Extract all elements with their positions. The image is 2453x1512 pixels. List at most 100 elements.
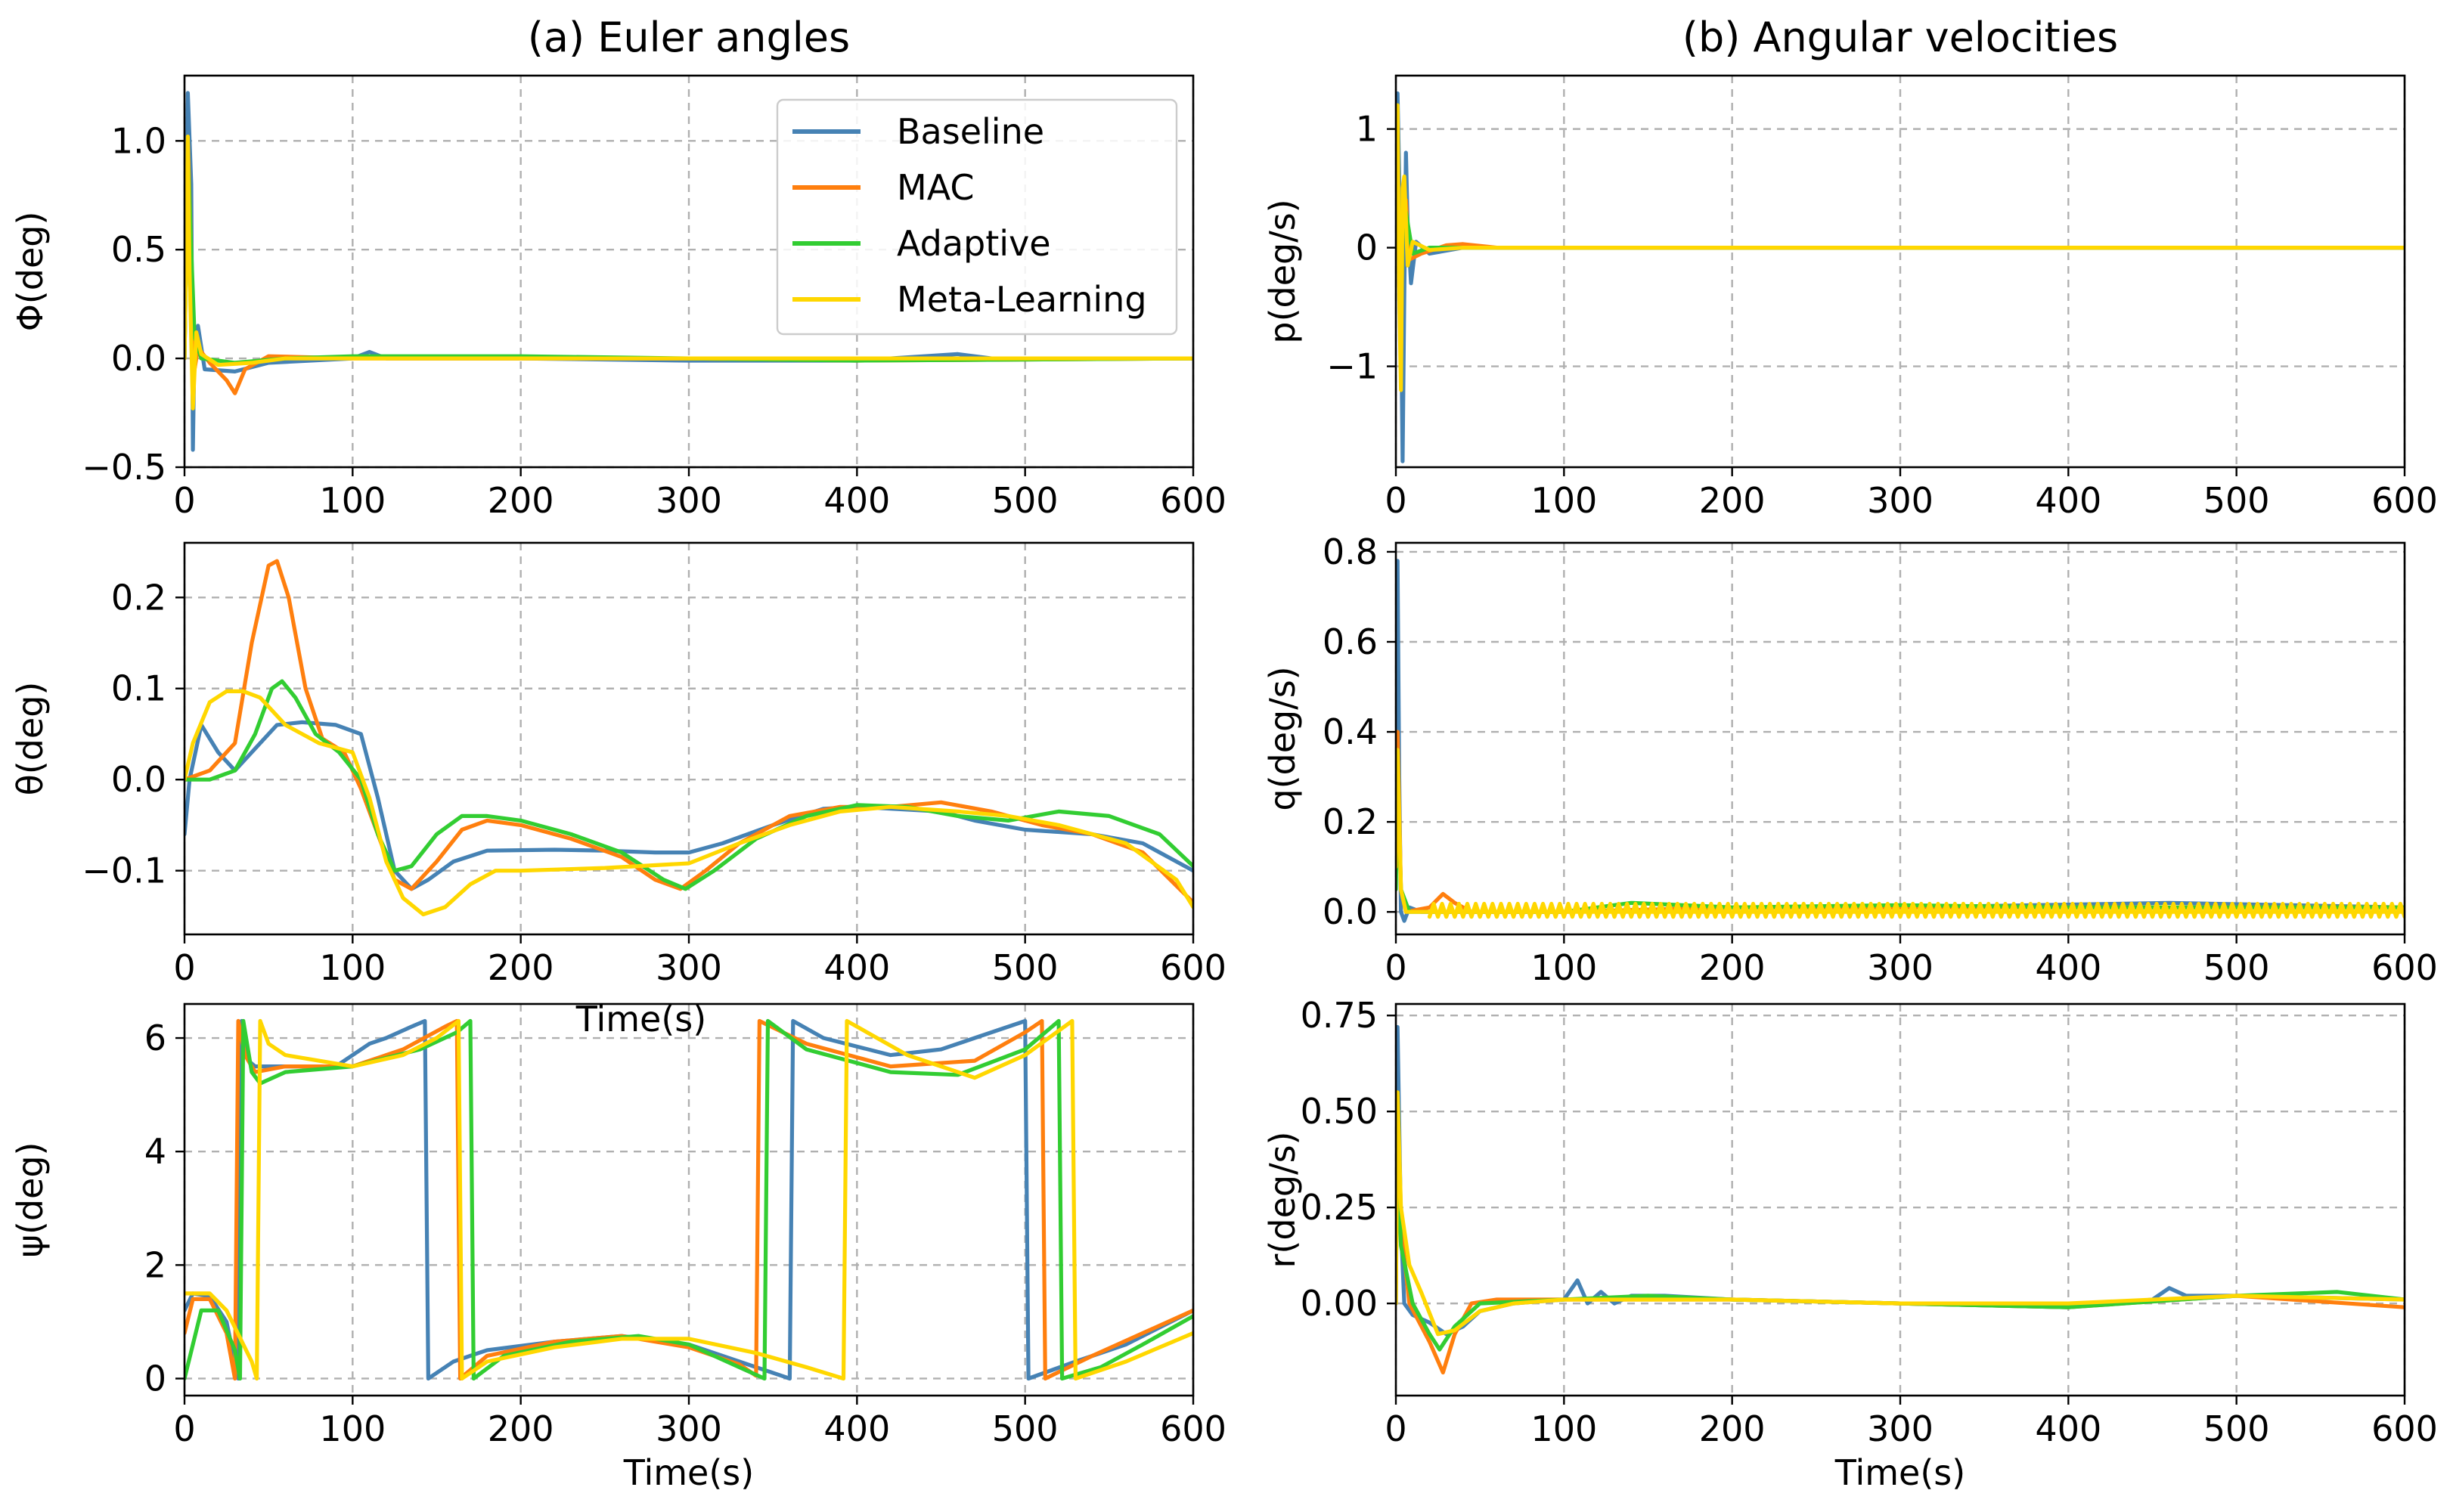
y-tick-label: 6 xyxy=(144,1018,166,1058)
x-tick-label: 400 xyxy=(2035,947,2101,988)
x-tick-label: 400 xyxy=(823,480,890,521)
legend-label-adaptive: Adaptive xyxy=(897,223,1051,264)
x-tick-label: 0 xyxy=(173,1408,195,1449)
y-tick-label: −1 xyxy=(1326,346,1378,387)
y-tick-label: 0.5 xyxy=(111,229,166,270)
x-tick-label: 400 xyxy=(2035,1408,2101,1449)
subplot-theta: 0 100 200 300 400 500 600 −0.1 0.0 0.1 0.2 θ(deg) xyxy=(10,541,1226,988)
x-tick-label: 500 xyxy=(2203,1408,2270,1449)
series-group xyxy=(1396,559,2405,923)
x-tick-label: 100 xyxy=(1530,1408,1597,1449)
x-tick-label: 100 xyxy=(319,1408,386,1449)
x-tick-label: 0 xyxy=(1385,1408,1406,1449)
series-group xyxy=(1396,91,2405,463)
x-tick-label: 300 xyxy=(656,480,722,521)
x-tick-label: 200 xyxy=(488,947,554,988)
x-tick-label: 100 xyxy=(1530,480,1597,521)
y-tick-label: 2 xyxy=(144,1244,166,1285)
x-tick-label: 300 xyxy=(1867,480,1934,521)
x-axis-label: Time(s) xyxy=(623,1452,754,1493)
x-tick-label: 500 xyxy=(992,947,1059,988)
y-axis-label: p(deg/s) xyxy=(1262,199,1303,343)
x-tick-label: 300 xyxy=(656,947,722,988)
y-tick-label: 1.0 xyxy=(111,120,166,161)
y-axis-label: r(deg/s) xyxy=(1262,1132,1303,1269)
x-tick-label: 600 xyxy=(2371,947,2438,988)
plots: 0 100 200 300 400 500 600−0.50.00.51.0Φ(deg)(a… xyxy=(10,14,2438,1493)
chart-title: (a) Euler angles xyxy=(528,14,850,61)
legend-box xyxy=(776,98,1178,336)
x-tick-label: 600 xyxy=(1160,480,1226,521)
series-line-mac xyxy=(185,1018,1193,1381)
x-tick-label: 200 xyxy=(1699,480,1766,521)
x-tick-label: 200 xyxy=(488,480,554,521)
y-axis-label: θ(deg) xyxy=(10,682,51,796)
x-tick-label: 600 xyxy=(1160,1408,1226,1449)
x-tick-label: 500 xyxy=(992,480,1059,521)
legend-label-baseline: Baseline xyxy=(897,111,1044,152)
legend-label-mac: MAC xyxy=(897,167,974,208)
subplot-r: 0 100 200 300 400 500 600 0.00 0.25 0.50 0.75 r(deg… xyxy=(1262,995,2438,1493)
y-tick-label: 0 xyxy=(144,1358,166,1399)
series-line-meta-learning xyxy=(185,1018,1193,1381)
y-axis-label: Φ(deg) xyxy=(10,212,51,332)
x-tick-label: 100 xyxy=(1530,947,1597,988)
y-tick-label: −0.1 xyxy=(82,850,166,891)
series-line-meta-learning xyxy=(1396,103,2405,392)
subplot-psi: 0 100 200 300 400 500 600 0 2 4 6 ψ(deg) Time(s) xyxy=(10,1002,1226,1493)
y-tick-label: 0.1 xyxy=(111,668,166,709)
y-tick-label: 0.2 xyxy=(1323,801,1378,842)
series-line-meta-learning xyxy=(185,135,1193,411)
legend: Baseline MAC Adaptive Meta-Learning xyxy=(776,98,1178,336)
x-tick-label: 100 xyxy=(319,947,386,988)
series-line-meta-learning xyxy=(1396,748,2405,914)
x-tick-label: 0 xyxy=(1385,947,1406,988)
y-tick-label: 0.4 xyxy=(1323,711,1378,752)
series-group xyxy=(185,559,1193,917)
y-tick-label: 0.0 xyxy=(1323,891,1378,932)
y-axis-label: q(deg/s) xyxy=(1262,666,1303,810)
y-tick-label: −0.5 xyxy=(82,447,166,488)
stray-time-label: Time(s) xyxy=(575,999,706,1040)
x-tick-label: 600 xyxy=(2371,1408,2438,1449)
y-tick-label: 0.75 xyxy=(1301,995,1378,1036)
chart-title: (b) Angular velocities xyxy=(1682,14,2118,61)
x-tick-label: 400 xyxy=(823,1408,890,1449)
series-line-adaptive xyxy=(185,679,1193,891)
y-tick-label: 0.0 xyxy=(111,759,166,800)
series-line-meta-learning xyxy=(185,689,1193,917)
x-tick-label: 300 xyxy=(1867,1408,1934,1449)
y-tick-label: 1 xyxy=(1356,109,1378,150)
x-tick-label: 200 xyxy=(488,1408,554,1449)
subplot-q: 0 100 200 300 400 500 600 0.0 0.2 0.4 0.6 0.8 q(deg/… xyxy=(1262,531,2438,988)
x-tick-label: 0 xyxy=(173,947,195,988)
y-tick-label: 0 xyxy=(1356,228,1378,268)
x-tick-label: 500 xyxy=(2203,947,2270,988)
y-tick-label: 0.0 xyxy=(111,338,166,379)
y-tick-label: 0.25 xyxy=(1301,1187,1378,1228)
x-tick-label: 500 xyxy=(2203,480,2270,521)
x-tick-label: 200 xyxy=(1699,947,1766,988)
y-tick-label: 0.2 xyxy=(111,577,166,618)
series-line-meta-learning-band xyxy=(1427,901,2405,919)
x-tick-label: 100 xyxy=(319,480,386,521)
y-tick-label: 0.00 xyxy=(1301,1283,1378,1324)
series-line-adaptive xyxy=(185,1018,1193,1381)
x-tick-label: 600 xyxy=(2371,480,2438,521)
y-tick-label: 0.8 xyxy=(1323,531,1378,572)
x-tick-label: 400 xyxy=(823,947,890,988)
x-tick-label: 0 xyxy=(1385,480,1406,521)
series-line-mac xyxy=(185,559,1193,905)
x-tick-label: 400 xyxy=(2035,480,2101,521)
subplot-p: 0 100 200 300 400 500 600 −1 0 1 p(deg/s) (b) Angul… xyxy=(1262,14,2438,521)
x-axis-label: Time(s) xyxy=(1834,1452,1965,1493)
y-tick-label: 4 xyxy=(144,1131,166,1172)
x-tick-label: 500 xyxy=(992,1408,1059,1449)
series-line-meta-learning xyxy=(1396,1090,2405,1337)
x-tick-label: 200 xyxy=(1699,1408,1766,1449)
x-tick-label: 600 xyxy=(1160,947,1226,988)
series-group xyxy=(185,91,1193,452)
x-tick-label: 300 xyxy=(1867,947,1934,988)
